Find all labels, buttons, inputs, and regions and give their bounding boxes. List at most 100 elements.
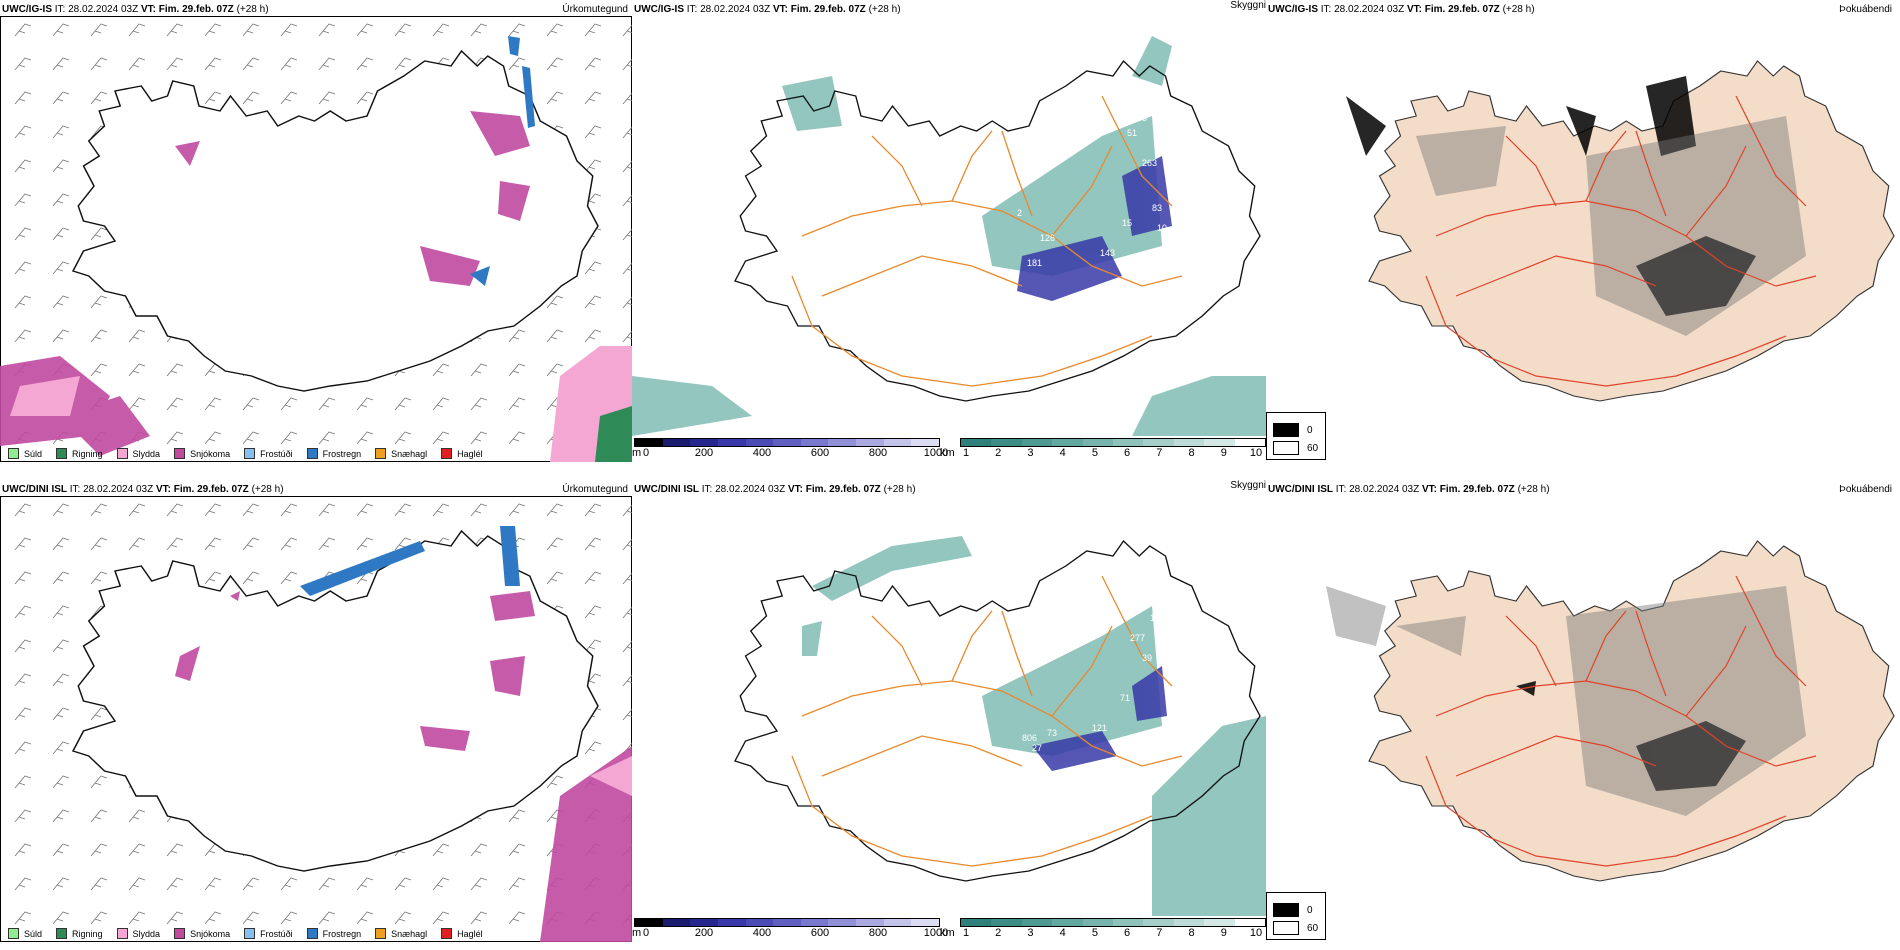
iceland-land bbox=[1368, 60, 1895, 402]
panel-title: Úrkomutegund bbox=[562, 484, 628, 495]
cloud-base-colorbar bbox=[634, 438, 940, 447]
cloud-base-colorbar bbox=[634, 918, 940, 927]
iceland-land bbox=[1368, 540, 1895, 882]
panel-title: Skyggni bbox=[1230, 0, 1266, 11]
map-value-label: 83 bbox=[1152, 203, 1162, 213]
fog-legend-item: 0 bbox=[1273, 903, 1313, 917]
tick-label: 8 bbox=[1188, 927, 1195, 939]
tick-label: 600 bbox=[810, 927, 830, 939]
sleet-area bbox=[590, 756, 632, 796]
tick-label: 9 bbox=[1220, 927, 1227, 939]
road-network bbox=[791, 95, 1183, 387]
visibility-panel-bottom: UWC/DINI ISL IT: 28.02.2024 03Z VT: Fim.… bbox=[632, 480, 1266, 950]
tick-label: 0 bbox=[642, 447, 650, 459]
road-network bbox=[1425, 95, 1817, 387]
tick-label: 4 bbox=[1059, 447, 1066, 459]
panel-header: UWC/IG-IS IT: 28.02.2024 03Z VT: Fim. 29… bbox=[634, 4, 901, 15]
tick-label: 1 bbox=[962, 927, 970, 939]
legend-item: Frostúði bbox=[244, 448, 293, 459]
tick-label: 7 bbox=[1156, 927, 1163, 939]
iceland-map-visibility: 117 277 39 71 121 27 73 806 bbox=[734, 536, 1266, 916]
tick-label: 2 bbox=[995, 447, 1002, 459]
fog-grey-areas bbox=[1326, 586, 1806, 816]
visibility-unit: km bbox=[940, 927, 955, 939]
tick-label: 6 bbox=[1124, 927, 1131, 939]
visibility-panel-top: UWC/IG-IS IT: 28.02.2024 03Z VT: Fim. 29… bbox=[632, 0, 1266, 470]
tick-label: 7 bbox=[1156, 447, 1163, 459]
cloud-base-unit: m bbox=[632, 447, 642, 459]
map-value-label: 277 bbox=[1130, 633, 1145, 643]
legend-item: Snjókoma bbox=[174, 928, 230, 939]
snow-area bbox=[175, 591, 632, 942]
tick-label: 1000 bbox=[923, 927, 949, 939]
freezing-rain-area bbox=[470, 36, 535, 286]
legend-item: Slydda bbox=[116, 448, 160, 459]
panel-header: UWC/DINI ISL IT: 28.02.2024 03Z VT: Fim.… bbox=[634, 484, 916, 495]
map-value-label: 39 bbox=[1142, 653, 1152, 663]
legend-item: Rigning bbox=[56, 928, 103, 939]
tick-label: 2 bbox=[995, 927, 1002, 939]
map-value-label: 181 bbox=[1027, 258, 1042, 268]
fog-grey-areas bbox=[1416, 116, 1806, 336]
map-value-label: 143 bbox=[1100, 248, 1115, 258]
tick-label: 5 bbox=[1091, 447, 1098, 459]
iceland-map-precip-type bbox=[14, 503, 632, 942]
road-network bbox=[791, 575, 1183, 867]
visibility-colorbar bbox=[960, 918, 1266, 927]
precip-type-panel-bottom: UWC/DINI ISL IT: 28.02.2024 03Z VT: Fim.… bbox=[0, 480, 632, 950]
cloud-base-values: 117 277 39 71 121 27 73 806 bbox=[1022, 613, 1164, 753]
tick-label: 6 bbox=[1124, 447, 1131, 459]
visibility-area bbox=[632, 36, 1266, 436]
map-value-label: 483 bbox=[777, 143, 792, 153]
tick-label: 4 bbox=[1059, 927, 1066, 939]
tick-label: 800 bbox=[868, 447, 888, 459]
iceland-map-precip-type bbox=[0, 23, 632, 462]
tick-label: 200 bbox=[694, 447, 714, 459]
fog-dark-areas bbox=[1346, 76, 1756, 316]
map-value-label: 73 bbox=[1047, 728, 1057, 738]
fog-panel-top: UWC/IG-IS IT: 28.02.2024 03Z VT: Fim. 29… bbox=[1266, 0, 1900, 470]
panel-header: UWC/IG-IS IT: 28.02.2024 03Z VT: Fim. 29… bbox=[1268, 4, 1535, 15]
fog-legend: 0 60 bbox=[1266, 892, 1326, 940]
fog-legend-item: 0 bbox=[1273, 423, 1313, 437]
map-value-label: 27 bbox=[1032, 743, 1042, 753]
map-value-label: 58 bbox=[1137, 113, 1147, 123]
map-value-label: 71 bbox=[1120, 693, 1130, 703]
tick-label: 8 bbox=[1188, 447, 1195, 459]
legend-item: Snæhagl bbox=[375, 928, 427, 939]
map-value-label: 121 bbox=[1092, 723, 1107, 733]
legend-item: Haglél bbox=[441, 928, 483, 939]
precip-legend: Súld Rigning Slydda Snjókoma Frostúði Fr… bbox=[8, 448, 497, 459]
cloud-base-unit: m bbox=[632, 927, 642, 939]
legend-item: Slydda bbox=[116, 928, 160, 939]
legend-item: Frostúði bbox=[244, 928, 293, 939]
legend-item: Snjókoma bbox=[174, 448, 230, 459]
fog-legend-item: 60 bbox=[1273, 441, 1318, 455]
tick-label: 600 bbox=[810, 447, 830, 459]
precip-type-panel-top: UWC/IG-IS IT: 28.02.2024 03Z VT: Fim. 29… bbox=[0, 0, 632, 470]
cloud-base-area bbox=[1032, 666, 1167, 771]
iceland-outline bbox=[71, 49, 599, 392]
legend-item: Haglél bbox=[441, 448, 483, 459]
tick-label: 0 bbox=[642, 927, 650, 939]
map-value-label: 117 bbox=[1150, 613, 1164, 623]
legend-item: Frostregn bbox=[306, 448, 361, 459]
map-value-label: 2 bbox=[1017, 208, 1022, 218]
panel-header: UWC/DINI ISL IT: 28.02.2024 03Z VT: Fim.… bbox=[2, 484, 284, 495]
rain-area bbox=[595, 406, 632, 462]
panel-title: Þokuábendi bbox=[1839, 4, 1892, 15]
legend-item: Rigning bbox=[56, 448, 103, 459]
panel-header: UWC/DINI ISL IT: 28.02.2024 03Z VT: Fim.… bbox=[1268, 484, 1550, 495]
tick-label: 3 bbox=[1027, 927, 1034, 939]
legend-item: Frostregn bbox=[306, 928, 361, 939]
tick-label: 3 bbox=[1027, 447, 1034, 459]
tick-label: 200 bbox=[694, 927, 714, 939]
tick-label: 400 bbox=[752, 447, 772, 459]
map-value-label: 15 bbox=[1122, 218, 1132, 228]
map-value-label: 51 bbox=[1127, 128, 1137, 138]
iceland-map-fog bbox=[1326, 540, 1895, 882]
map-value-label: 806 bbox=[1022, 733, 1037, 743]
iceland-outline bbox=[71, 529, 599, 872]
map-value-label: 126 bbox=[1040, 233, 1055, 243]
